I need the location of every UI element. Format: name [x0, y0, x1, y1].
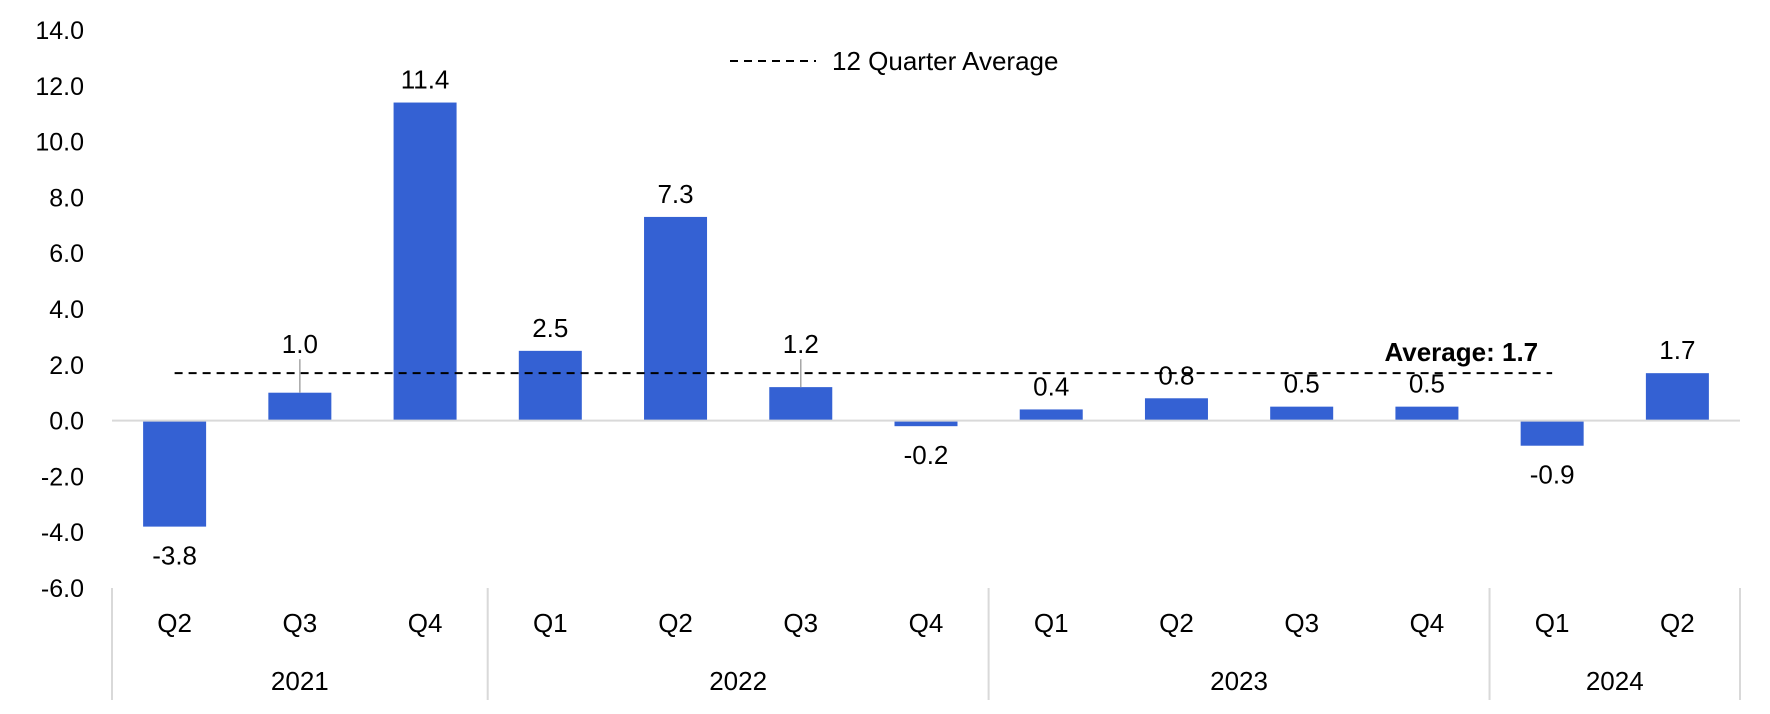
x-tick-label: Q1	[1535, 608, 1570, 638]
y-axis: 14.0 12.0 10.0 8.0 6.0 4.0 2.0 0.0 -2.0 -4.0 -6.0	[35, 17, 84, 603]
bar	[393, 102, 457, 421]
x-tick-label: Q2	[1159, 608, 1194, 638]
legend-label: 12 Quarter Average	[832, 46, 1058, 76]
y-tick-label: 8.0	[49, 184, 84, 212]
data-label: 0.8	[1158, 360, 1194, 390]
data-label: 2.5	[532, 313, 568, 343]
y-tick-label: -6.0	[41, 575, 84, 603]
x-tick-label: Q4	[408, 608, 443, 638]
data-label: 7.3	[657, 179, 693, 209]
data-label: 0.5	[1409, 369, 1445, 399]
bar	[518, 350, 582, 421]
bar	[1520, 420, 1584, 446]
year-label: 2024	[1586, 666, 1644, 696]
bar	[1144, 398, 1208, 421]
x-tick-label: Q2	[658, 608, 693, 638]
bar	[143, 420, 207, 527]
x-tick-label: Q1	[1034, 608, 1069, 638]
year-label: 2021	[271, 666, 329, 696]
year-label: 2022	[709, 666, 767, 696]
bars	[143, 102, 1709, 527]
x-tick-label: Q4	[1410, 608, 1445, 638]
x-tick-label: Q2	[157, 608, 192, 638]
x-tick-label: Q4	[909, 608, 944, 638]
year-label: 2023	[1210, 666, 1268, 696]
y-tick-label: -4.0	[41, 519, 84, 547]
y-tick-label: 2.0	[49, 352, 84, 380]
y-tick-label: 4.0	[49, 296, 84, 324]
y-tick-label: 10.0	[35, 129, 84, 157]
x-tick-label: Q3	[783, 608, 818, 638]
data-labels: -3.8 1.0 11.4 2.5 7.3 1.2 -0.2 0.4 0.8 0.5 0.5 -0.9…	[152, 65, 1695, 571]
bar	[268, 392, 332, 421]
data-label: -3.8	[152, 541, 197, 571]
data-label: -0.9	[1530, 460, 1575, 490]
y-tick-label: 6.0	[49, 240, 84, 268]
data-label: 11.4	[401, 65, 450, 95]
data-label: 1.7	[1659, 335, 1695, 365]
x-tick-label: Q3	[1284, 608, 1319, 638]
bar	[769, 387, 833, 421]
legend: 12 Quarter Average	[730, 46, 1058, 76]
y-tick-label: 12.0	[35, 73, 84, 101]
data-label: 0.5	[1284, 369, 1320, 399]
y-tick-label: -2.0	[41, 463, 84, 491]
bar	[1019, 409, 1083, 421]
data-label: 0.4	[1033, 371, 1069, 401]
average-line-group: Average: 1.7	[174, 337, 1553, 375]
x-axis: Q2 Q3 Q4 Q1 Q2 Q3 Q4 Q1 Q2 Q3 Q4 Q1 Q2 2021 2022 2023 20…	[111, 588, 1741, 700]
bar	[644, 216, 708, 421]
x-tick-label: Q2	[1660, 608, 1695, 638]
y-tick-label: 0.0	[49, 408, 84, 436]
bar	[1645, 373, 1709, 421]
data-label: 1.0	[282, 329, 318, 359]
bar	[1270, 406, 1334, 421]
bar	[1395, 406, 1459, 421]
x-tick-label: Q1	[533, 608, 568, 638]
x-tick-label: Q3	[283, 608, 318, 638]
data-label: 1.2	[783, 329, 819, 359]
data-label: -0.2	[904, 440, 949, 470]
bar	[894, 420, 958, 427]
y-tick-label: 14.0	[35, 17, 84, 45]
average-label: Average: 1.7	[1384, 337, 1538, 367]
